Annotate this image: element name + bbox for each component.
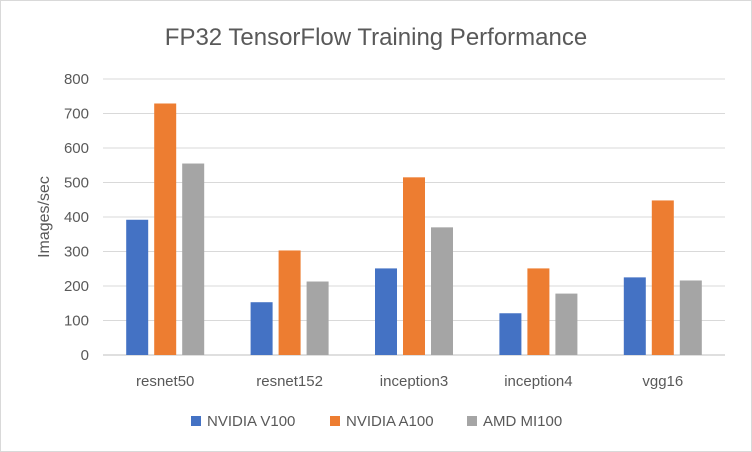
- y-tick-labels: 0 100 200 300 400 500 600 700 800: [64, 71, 89, 364]
- y-tick-label: 0: [81, 347, 89, 364]
- bar-resnet152-nvidia-v100: [250, 302, 273, 355]
- bar-inception4-nvidia-a100: [527, 268, 550, 355]
- bar-resnet50-amd-mi100: [182, 163, 205, 355]
- bar-vgg16-nvidia-a100: [651, 200, 674, 355]
- bar-vgg16-amd-mi100: [679, 280, 702, 355]
- bar-inception3-nvidia-a100: [403, 177, 425, 355]
- y-tick-label: 600: [64, 140, 89, 157]
- bar-inception4-amd-mi100: [555, 293, 578, 355]
- y-tick-label: 500: [64, 175, 89, 192]
- x-tick-label: vgg16: [642, 373, 683, 390]
- bar-vgg16-nvidia-v100: [623, 277, 646, 355]
- x-tick-label: inception4: [504, 373, 572, 390]
- x-tick-label: inception3: [380, 373, 448, 390]
- bar-resnet152-nvidia-a100: [278, 250, 301, 355]
- bars: [126, 103, 702, 356]
- y-tick-label: 400: [64, 209, 89, 226]
- legend-swatch: [191, 416, 201, 426]
- y-tick-label: 700: [64, 106, 89, 123]
- legend-label: NVIDIA V100: [207, 413, 295, 430]
- legend-label: NVIDIA A100: [346, 413, 434, 430]
- y-tick-label: 100: [64, 313, 89, 330]
- legend-swatch: [467, 416, 477, 426]
- legend-swatch: [330, 416, 340, 426]
- chart-title: FP32 TensorFlow Training Performance: [165, 24, 587, 51]
- bar-inception4-nvidia-v100: [499, 313, 522, 355]
- y-tick-label: 800: [64, 71, 89, 88]
- y-tick-label: 300: [64, 244, 89, 261]
- bar-inception3-amd-mi100: [431, 227, 453, 355]
- x-tick-label: resnet50: [136, 373, 194, 390]
- bar-resnet152-amd-mi100: [306, 281, 329, 355]
- x-tick-labels: resnet50 resnet152 inception3 inception4 vgg…: [136, 373, 683, 390]
- legend-label: AMD MI100: [483, 413, 562, 430]
- x-tick-label: resnet152: [256, 373, 323, 390]
- y-tick-label: 200: [64, 278, 89, 295]
- bar-inception3-nvidia-v100: [375, 268, 397, 355]
- legend: NVIDIA V100 NVIDIA A100 AMD MI100: [191, 413, 562, 430]
- bar-resnet50-nvidia-a100: [154, 103, 177, 356]
- bar-resnet50-nvidia-v100: [126, 219, 149, 355]
- y-axis-label: Images/sec: [36, 176, 53, 258]
